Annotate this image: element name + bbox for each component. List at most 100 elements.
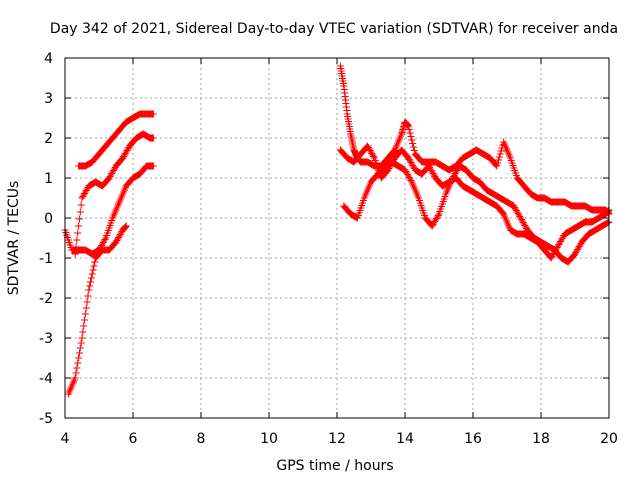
data-point [74, 229, 82, 237]
data-point [367, 148, 375, 156]
chart-title: Day 342 of 2021, Sidereal Day-to-day VTE… [50, 21, 618, 37]
data-point [98, 242, 106, 249]
data-point [497, 147, 505, 155]
data-point [87, 278, 94, 286]
data-point [549, 251, 557, 259]
data-point [119, 154, 127, 162]
data-point [452, 168, 460, 176]
data-point [405, 174, 413, 181]
data-point [406, 175, 414, 183]
data-point [81, 188, 89, 196]
data-point [113, 237, 121, 244]
data-point [76, 344, 84, 352]
data-point [432, 216, 440, 224]
data-point [97, 243, 105, 251]
data-point [494, 159, 502, 167]
data-point [493, 162, 501, 170]
data-point [405, 126, 413, 133]
data-point [433, 213, 441, 221]
data-point [149, 134, 157, 142]
data-point [77, 339, 85, 347]
data-point [547, 254, 555, 262]
x-tick-label: 12 [328, 431, 346, 447]
data-point [122, 222, 130, 230]
data-point [110, 165, 118, 173]
data-point [405, 156, 413, 163]
data-point [75, 354, 83, 362]
data-point [149, 162, 157, 170]
data-point [574, 244, 582, 252]
data-point [522, 223, 530, 231]
data-point [558, 235, 566, 242]
data-point [517, 216, 525, 223]
data-point [514, 210, 522, 217]
data-point [515, 211, 523, 219]
data-point [115, 232, 123, 240]
data-point [73, 236, 81, 244]
data-point [402, 168, 410, 175]
data-point [90, 262, 98, 270]
x-axis-label: GPS time / hours [276, 458, 393, 474]
data-point [410, 147, 418, 154]
series-trace-a [64, 222, 130, 398]
data-point [88, 270, 96, 278]
data-points [61, 62, 613, 398]
data-point [78, 334, 86, 342]
data-point [430, 219, 438, 227]
x-tick-label: 18 [532, 431, 550, 447]
data-point [434, 212, 442, 219]
data-point [72, 369, 80, 377]
y-tick-label: -5 [39, 411, 53, 427]
data-point [366, 147, 374, 154]
data-point [77, 201, 85, 209]
data-point [430, 171, 438, 179]
data-point [85, 286, 93, 294]
data-point [81, 316, 89, 324]
data-point [75, 349, 83, 357]
data-point [115, 234, 123, 241]
y-tick-label: -3 [39, 331, 53, 347]
y-tick-label: -4 [39, 371, 53, 387]
data-point [86, 282, 94, 290]
data-point [407, 159, 415, 166]
data-point [390, 147, 398, 155]
x-tick-label: 20 [600, 431, 618, 447]
data-point [123, 147, 131, 154]
data-point [426, 164, 434, 171]
data-point [89, 266, 97, 274]
y-tick-label: 4 [44, 51, 53, 67]
y-axis-label: SDTVAR / TECUs [6, 181, 22, 296]
grid-lines [65, 58, 609, 418]
data-point [79, 328, 87, 336]
data-point [408, 136, 416, 144]
data-point [401, 166, 409, 174]
data-point [519, 219, 527, 226]
data-point [557, 236, 565, 244]
data-point [495, 156, 502, 164]
data-point [112, 238, 120, 246]
data-point [516, 213, 524, 220]
data-point [74, 359, 82, 367]
data-point [368, 150, 376, 157]
data-point [554, 242, 562, 250]
data-point [75, 222, 83, 230]
data-point [406, 129, 414, 137]
data-point [384, 166, 392, 174]
data-point [450, 171, 458, 179]
x-tick-label: 8 [197, 431, 206, 447]
data-point [91, 258, 99, 266]
data-point [109, 167, 117, 174]
data-point [100, 237, 108, 245]
data-point [82, 187, 90, 194]
data-point [80, 322, 88, 330]
data-point [571, 250, 579, 258]
data-point [432, 215, 440, 222]
data-point [548, 253, 556, 260]
data-point [574, 246, 582, 253]
data-point [101, 236, 109, 243]
y-tick-label: 1 [44, 171, 53, 187]
data-point [404, 154, 412, 162]
data-point [556, 239, 564, 247]
data-point [114, 235, 122, 243]
